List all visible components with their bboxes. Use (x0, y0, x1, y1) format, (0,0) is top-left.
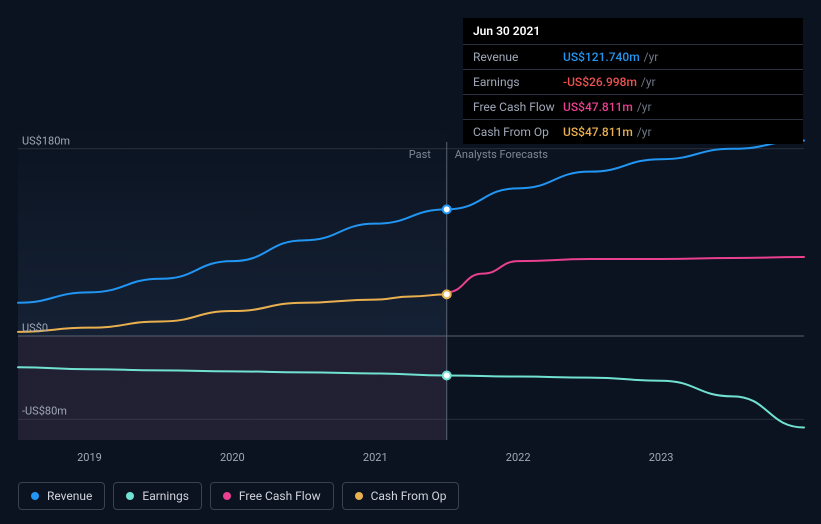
legend-label: Revenue (47, 489, 92, 503)
tooltip-row-label: Revenue (473, 50, 563, 64)
tooltip-row-value: US$47.811m (563, 125, 633, 139)
earnings-marker (443, 372, 451, 380)
x-axis-label: 2023 (649, 451, 674, 464)
legend-item-fcf[interactable]: Free Cash Flow (210, 482, 334, 510)
x-axis-label: 2020 (220, 451, 245, 464)
y-axis-label: US$180m (22, 134, 70, 147)
tooltip-row: Earnings-US$26.998m/yr (463, 70, 803, 95)
tooltip-row-unit: /yr (637, 100, 652, 114)
tooltip-row-value: US$47.811m (563, 100, 633, 114)
tooltip-row-label: Free Cash Flow (473, 100, 563, 114)
tooltip-row-value: US$121.740m (563, 50, 640, 64)
cfo-marker (443, 290, 451, 298)
tooltip-row: RevenueUS$121.740m/yr (463, 45, 803, 70)
legend-label: Cash From Op (371, 489, 447, 503)
y-axis-label: US$0 (22, 322, 48, 335)
forecast-region-label: Analysts Forecasts (455, 148, 548, 161)
legend-item-cfo[interactable]: Cash From Op (342, 482, 460, 510)
tooltip-row-value: -US$26.998m (563, 75, 637, 89)
tooltip-row-unit: /yr (641, 75, 656, 89)
fcf-line (447, 257, 804, 292)
legend-swatch-icon (31, 492, 39, 500)
tooltip-row-unit: /yr (644, 50, 659, 64)
x-axis-label: 2019 (77, 451, 102, 464)
past-region-label: Past (409, 148, 431, 161)
tooltip-row-label: Cash From Op (473, 125, 563, 139)
legend-item-earnings[interactable]: Earnings (113, 482, 202, 510)
tooltip-row: Free Cash FlowUS$47.811m/yr (463, 95, 803, 120)
tooltip-date: Jun 30 2021 (463, 18, 803, 45)
revenue-marker (443, 205, 451, 213)
y-axis-label: -US$80m (22, 405, 67, 418)
chart-tooltip: Jun 30 2021 RevenueUS$121.740m/yrEarning… (463, 18, 803, 144)
legend-label: Free Cash Flow (239, 489, 321, 503)
financials-chart: Jun 30 2021 RevenueUS$121.740m/yrEarning… (0, 0, 821, 524)
legend-swatch-icon (223, 492, 231, 500)
tooltip-row: Cash From OpUS$47.811m/yr (463, 120, 803, 144)
legend-label: Earnings (142, 489, 189, 503)
x-axis-label: 2021 (363, 451, 388, 464)
legend-swatch-icon (355, 492, 363, 500)
x-axis-label: 2022 (506, 451, 531, 464)
legend-swatch-icon (126, 492, 134, 500)
tooltip-row-unit: /yr (637, 125, 652, 139)
tooltip-row-label: Earnings (473, 75, 563, 89)
chart-legend: Revenue Earnings Free Cash Flow Cash From O… (18, 482, 459, 510)
legend-item-revenue[interactable]: Revenue (18, 482, 105, 510)
